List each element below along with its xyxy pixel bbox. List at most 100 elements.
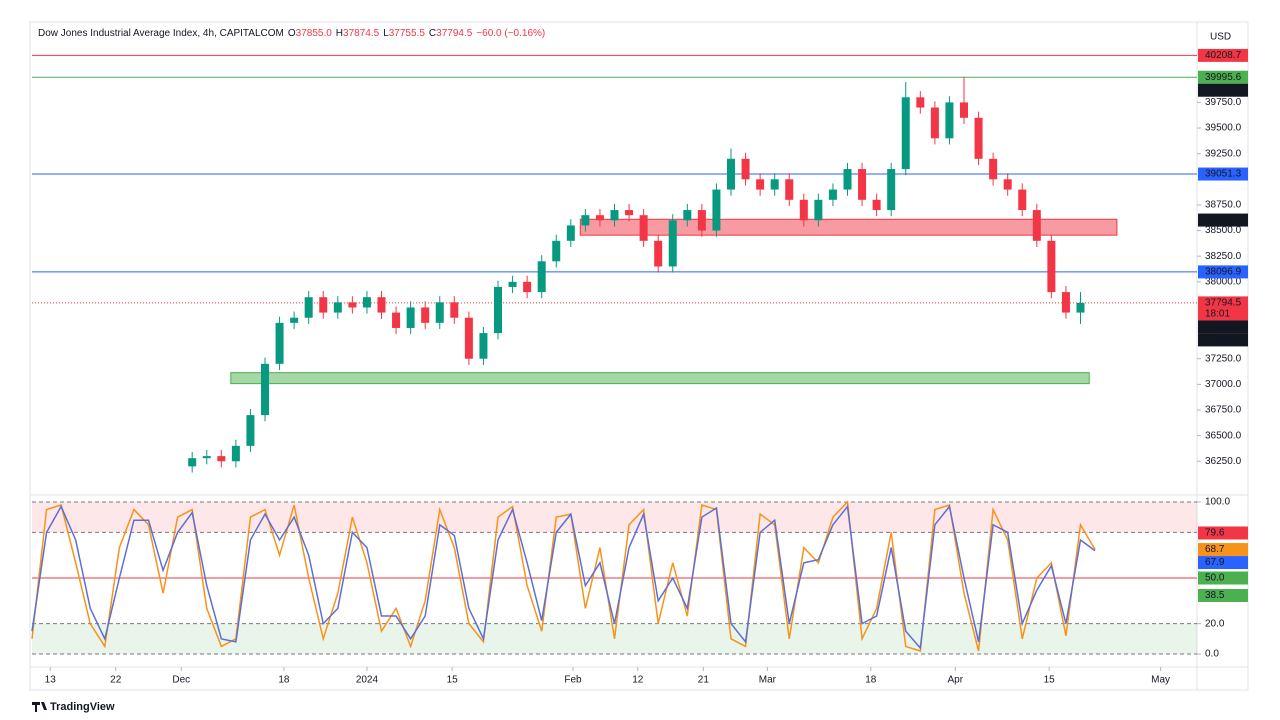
y-tick-label: 39250.0 [1205,148,1242,159]
candle-body [377,297,386,313]
ohlc-key: H [336,28,343,39]
price-tag: 39051.3 [1198,167,1248,181]
candle-body [843,169,852,190]
price-tag-label: 40208.7 [1205,50,1242,61]
price-tag: 37590.8 [1198,333,1248,347]
price-tag: 39995.6 [1198,70,1248,84]
candle-body [741,158,750,180]
candle-body [217,456,226,462]
candle-body [1047,240,1056,293]
candle-body [392,312,401,328]
price-tag-label: 39051.3 [1205,169,1242,180]
candle-body [756,179,765,190]
y-tick-label: 38750.0 [1205,200,1242,211]
candle-body [319,297,328,313]
price-tag-box [1198,588,1248,602]
price-tag-box [1198,526,1248,540]
candle-body [1061,292,1070,313]
price-tag: 67.9 [1198,556,1248,570]
band [32,501,1197,533]
header: Dow Jones Industrial Average Index, 4h, … [38,28,545,39]
candle-body [930,107,939,139]
y-tick-label: 39750.0 [1205,97,1242,108]
price-tag: 37794.518:01 [1198,296,1248,321]
ohlc-key: C [429,28,436,39]
candle-body [610,210,619,221]
x-tick-label: 2024 [356,675,379,686]
x-tick-label: 18 [865,675,877,686]
price-tag: 38096.9 [1198,265,1248,279]
price-tag-label: 38.5 [1205,590,1225,601]
price-tag-box [1198,265,1248,279]
ohlc-key: L [383,28,389,39]
candle-body [406,307,415,328]
candle-body [260,363,270,416]
price-tag-box [1198,571,1248,585]
y-tick-label: 38250.0 [1205,251,1242,262]
candle-body [799,199,808,221]
price-tag: 68.7 [1198,543,1248,557]
price-tag-label: 50.0 [1205,573,1225,584]
candle-body [450,302,459,318]
candle-body [683,210,692,221]
countdown: 18:01 [1205,309,1230,320]
candle-body [202,456,211,459]
price-tag: 40208.7 [1198,48,1248,62]
price-tag: 37605.8 [1198,320,1248,334]
ohlc-value: 37755.5 [389,28,426,39]
y-tick-label: 37250.0 [1205,353,1242,364]
candle-body [654,240,663,267]
x-tick-label: Feb [564,675,582,686]
frame [29,21,1249,691]
y-tick-label: 38000.0 [1205,276,1242,287]
y-tick-label: 20.0 [1205,618,1225,629]
x-tick-label: 22 [110,675,122,686]
price-tag-label: 39995.6 [1205,72,1242,83]
candle-body [916,97,925,108]
y-tick-label: 37000.0 [1205,379,1242,390]
price-tag-box [1198,320,1248,334]
price-tag-label: 39993.5 [1205,85,1242,96]
candle-body [697,210,706,231]
price-tag: 38.5 [1198,588,1248,602]
oscillator-line [31,504,1096,650]
candle-body [901,97,910,170]
price-tag: 50.0 [1198,571,1248,585]
candle-body [508,281,517,287]
candle-body [537,261,546,293]
y-tick-label: 36500.0 [1205,430,1242,441]
candle-body [945,102,954,139]
candle-body [566,225,575,241]
ohlc-key: O [288,28,296,39]
branding: TradingView [50,701,115,713]
oscillator-line [31,500,1096,652]
candle-body [668,220,677,267]
price-tag: 79.6 [1198,526,1248,540]
candle-body [1076,302,1085,313]
candle-body [639,215,648,241]
price-tag-box [1198,48,1248,62]
candle-body [712,189,721,231]
candle-body [523,281,532,293]
candle-body [1003,179,1012,190]
candle-body [974,117,983,159]
price-tag-label: 38602.5 [1205,215,1242,226]
candle-body [770,179,779,190]
candle-body [959,102,969,118]
x-tick-label: Dec [172,675,190,686]
change: −60.0 (−0.16%) [476,28,545,39]
price-tag-label: 38096.9 [1205,267,1242,278]
price-tag-box [1198,556,1248,570]
candle-body [435,302,444,323]
price-tag-box [1198,213,1248,227]
x-tick-label: 12 [632,675,644,686]
candle-body [290,317,299,323]
logo-icon [32,702,47,712]
candle-body [595,215,604,221]
price-tag-label: 37605.8 [1205,322,1242,333]
x-tick-label: 15 [447,675,459,686]
candle-body [858,169,867,200]
candle-body [887,169,896,211]
price-tag-label: 79.6 [1205,528,1225,539]
